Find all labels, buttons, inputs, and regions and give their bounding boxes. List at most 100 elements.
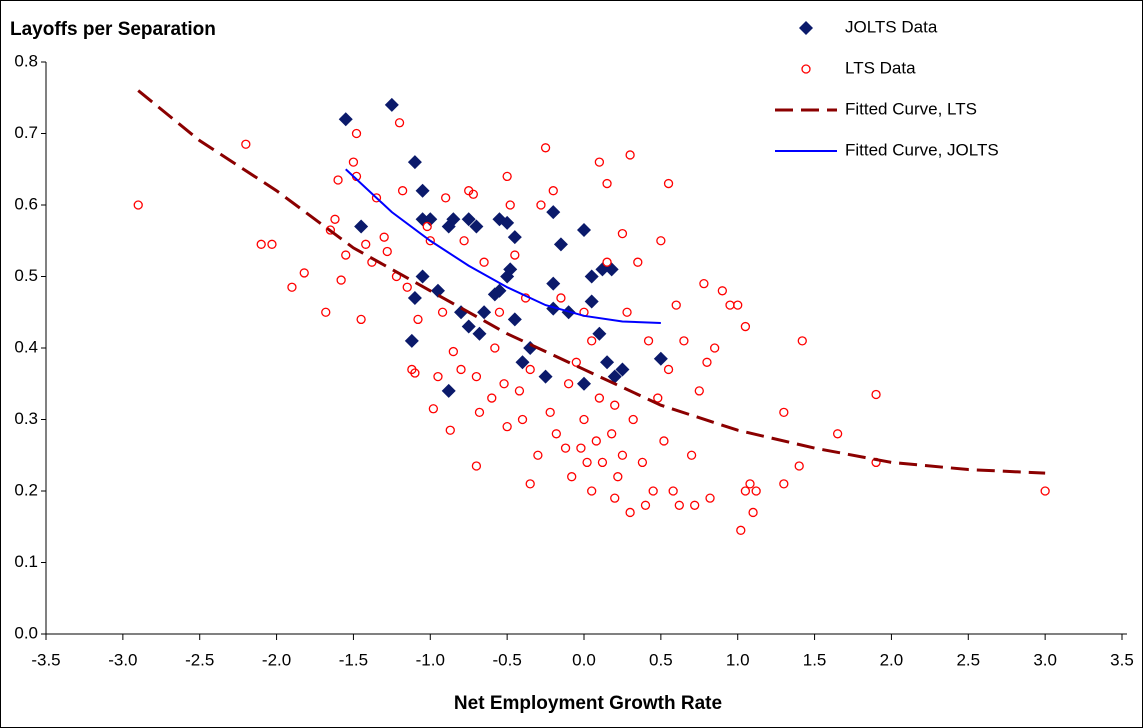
scatter-point bbox=[740, 321, 751, 332]
legend-label: LTS Data bbox=[845, 58, 916, 77]
scatter-point bbox=[336, 275, 346, 285]
scatter-point bbox=[433, 371, 443, 382]
scatter-point bbox=[407, 290, 422, 305]
scatter-point bbox=[503, 262, 518, 277]
scatter-point bbox=[579, 414, 589, 425]
scatter-point bbox=[622, 307, 632, 317]
scatter-point bbox=[690, 500, 700, 510]
scatter-point bbox=[479, 257, 489, 267]
scatter-point bbox=[361, 239, 371, 249]
scatter-point bbox=[538, 369, 553, 384]
legend-swatch bbox=[799, 21, 813, 35]
y-tick-label: 0.8 bbox=[14, 51, 38, 70]
scatter-point bbox=[548, 186, 558, 196]
scatter-point bbox=[546, 205, 561, 220]
scatter-point bbox=[679, 336, 689, 346]
scatter-point bbox=[321, 307, 331, 317]
scatter-point bbox=[602, 178, 612, 189]
x-tick-label: 1.5 bbox=[803, 650, 827, 669]
scatter-point bbox=[456, 364, 466, 375]
scatter-point bbox=[384, 97, 399, 112]
scatter-point bbox=[699, 278, 709, 289]
scatter-point bbox=[379, 232, 389, 242]
scatter-point bbox=[507, 230, 522, 245]
scatter-point bbox=[671, 300, 681, 310]
fitted-curve bbox=[345, 168, 661, 324]
scatter-point bbox=[653, 393, 663, 403]
scatter-point bbox=[628, 414, 638, 425]
scatter-point bbox=[668, 486, 678, 496]
scatter-point bbox=[356, 314, 366, 325]
scatter-point bbox=[394, 118, 405, 128]
scatter-point bbox=[415, 269, 430, 284]
y-tick-label: 0.3 bbox=[14, 409, 38, 428]
scatter-point bbox=[717, 286, 727, 296]
scatter-point bbox=[325, 225, 336, 235]
scatter-point bbox=[587, 336, 597, 346]
scatter-point bbox=[577, 223, 591, 238]
scatter-point bbox=[514, 386, 525, 396]
scatter-point bbox=[430, 283, 445, 298]
scatter-point bbox=[1040, 486, 1050, 496]
legend-label: JOLTS Data bbox=[845, 17, 938, 36]
scatter-point bbox=[299, 268, 309, 278]
scatter-point bbox=[594, 393, 605, 403]
scatter-point bbox=[745, 479, 755, 489]
scatter-point bbox=[663, 364, 674, 375]
scatter-point bbox=[525, 479, 535, 489]
scatter-point bbox=[577, 376, 591, 391]
scatter-point bbox=[471, 461, 482, 471]
scatter-point bbox=[515, 355, 530, 370]
scatter-point bbox=[477, 305, 492, 320]
x-tick-label: 0.0 bbox=[572, 650, 596, 669]
scatter-point bbox=[410, 368, 420, 378]
scatter-point bbox=[472, 326, 487, 341]
x-tick-label: -2.5 bbox=[185, 650, 214, 669]
y-axis-label: Layoffs per Separation bbox=[10, 19, 216, 40]
scatter-point bbox=[502, 171, 512, 182]
scatter-point bbox=[587, 486, 597, 496]
scatter-point bbox=[397, 186, 408, 196]
scatter-point bbox=[733, 300, 743, 310]
scatter-point bbox=[133, 200, 143, 210]
scatter-point bbox=[643, 336, 654, 346]
scatter-point bbox=[354, 219, 369, 234]
scatter-point bbox=[533, 450, 543, 460]
scatter-point bbox=[748, 507, 758, 518]
scatter-point bbox=[659, 436, 669, 446]
scatter-point bbox=[468, 189, 478, 199]
scatter-point bbox=[597, 457, 608, 468]
scatter-point bbox=[556, 293, 566, 303]
x-tick-label: 3.0 bbox=[1033, 650, 1057, 669]
scatter-point bbox=[341, 250, 351, 260]
scatter-point bbox=[610, 493, 620, 503]
scatter-point bbox=[740, 486, 751, 496]
scatter-point bbox=[330, 214, 340, 224]
scatter-point bbox=[546, 301, 561, 316]
scatter-point bbox=[640, 500, 651, 510]
scatter-point bbox=[751, 486, 761, 496]
legend-label: Fitted Curve, LTS bbox=[845, 99, 977, 118]
y-tick-label: 0.4 bbox=[14, 337, 38, 356]
scatter-point bbox=[425, 236, 435, 246]
scatter-point bbox=[287, 282, 297, 292]
scatter-point bbox=[637, 457, 648, 468]
x-tick-label: -3.5 bbox=[31, 650, 60, 669]
legend-swatch bbox=[801, 64, 811, 74]
scatter-point bbox=[648, 486, 658, 496]
y-tick-label: 0.1 bbox=[14, 552, 38, 571]
scatter-point bbox=[617, 450, 628, 460]
scatter-point bbox=[702, 357, 712, 367]
scatter-point bbox=[500, 215, 515, 230]
scatter-point bbox=[502, 421, 512, 432]
scatter-point bbox=[469, 219, 484, 234]
x-tick-label: -1.0 bbox=[416, 650, 445, 669]
scatter-point bbox=[600, 355, 615, 370]
scatter-point bbox=[584, 294, 599, 309]
scatter-point bbox=[517, 414, 528, 425]
scatter-point bbox=[686, 450, 697, 460]
fitted-curve bbox=[137, 89, 1046, 475]
scatter-point bbox=[694, 386, 704, 396]
scatter-point bbox=[415, 183, 430, 198]
